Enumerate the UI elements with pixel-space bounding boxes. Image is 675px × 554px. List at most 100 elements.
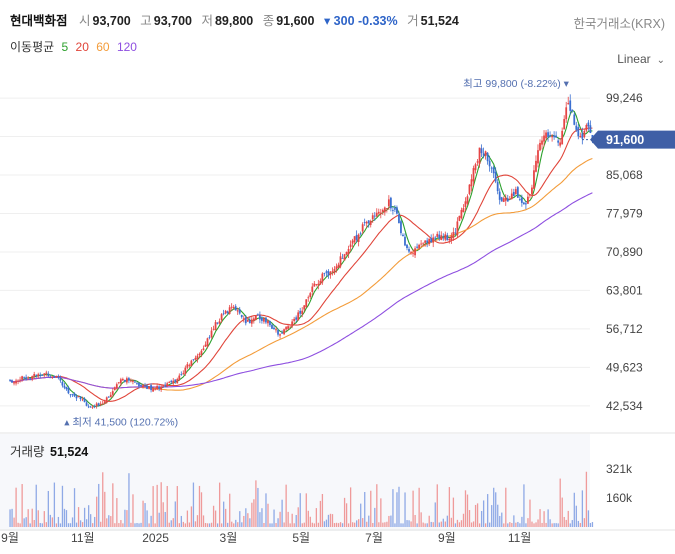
x-tick-label: 2025: [142, 531, 169, 545]
candle: [158, 386, 161, 389]
volume-bar: [90, 514, 92, 527]
volume-bar: [271, 523, 273, 527]
volume-bar: [549, 519, 551, 527]
volume-bar: [259, 512, 261, 527]
candle: [488, 160, 491, 167]
volume-bar: [509, 522, 511, 527]
volume-bar: [305, 493, 307, 527]
volume-bar: [83, 507, 86, 527]
candle: [214, 322, 217, 331]
candle: [81, 399, 84, 401]
ma-legend-item[interactable]: 20: [75, 40, 89, 54]
candle: [516, 187, 519, 198]
volume-bar: [587, 510, 590, 527]
volume-bar: [174, 501, 176, 527]
low-value: 89,800: [214, 14, 254, 28]
volume-bar: [98, 483, 100, 527]
volume-bar: [188, 522, 191, 527]
volume-bar: [478, 523, 481, 527]
volume-bar: [172, 518, 174, 527]
candle: [289, 326, 292, 328]
volume-panel-title: 거래량 51,524: [10, 441, 88, 460]
volume-bar: [71, 517, 74, 527]
candle: [341, 258, 344, 259]
volume-bar: [523, 484, 525, 527]
volume-bar: [575, 505, 577, 527]
volume-bar: [440, 521, 442, 527]
volume-bar: [327, 514, 330, 527]
candle: [216, 322, 219, 324]
volume-bar: [110, 516, 112, 527]
volume-bar: [402, 523, 404, 527]
candle: [391, 210, 394, 211]
ma-legend-item[interactable]: 120: [116, 40, 137, 54]
volume-bar: [487, 494, 489, 527]
volume-bar: [233, 523, 235, 527]
candle: [53, 375, 56, 378]
candle: [406, 244, 408, 248]
volume-bar: [239, 511, 241, 527]
candle: [77, 395, 80, 398]
volume-bar: [571, 520, 573, 527]
volume-bar: [432, 522, 434, 527]
current-price-label: 91,600: [606, 133, 644, 147]
volume-tick-label: 321k: [606, 462, 633, 476]
candle: [510, 193, 513, 200]
x-tick-label: 9월: [1, 531, 19, 545]
volume-bar: [366, 521, 368, 527]
volume-bar: [200, 492, 203, 527]
volume-bar: [92, 523, 94, 527]
ma-legend-item[interactable]: 60: [96, 40, 110, 54]
volume-bar: [55, 523, 58, 527]
candle: [484, 151, 487, 156]
volume-bar: [237, 522, 239, 527]
candle: [478, 147, 481, 164]
candle: [230, 306, 233, 308]
volume-bar: [126, 510, 128, 527]
candle: [498, 191, 501, 200]
candle: [436, 233, 439, 237]
candle: [539, 142, 541, 151]
candle: [545, 132, 547, 139]
volume-bar: [480, 510, 483, 527]
candle: [142, 385, 144, 388]
candle: [440, 235, 443, 240]
volume-bar: [335, 522, 338, 527]
candle: [295, 317, 298, 320]
scale-selector[interactable]: Linear ⌄: [617, 52, 665, 66]
candle: [51, 376, 54, 378]
volume-bar: [343, 497, 346, 527]
candle: [261, 317, 263, 321]
volume-bar: [17, 522, 19, 527]
candle: [224, 310, 227, 314]
volume-bar: [122, 523, 124, 527]
max-price-annotation: 최고 99,800 (-8.22%) ▾: [463, 78, 569, 90]
volume-bar: [96, 496, 98, 527]
volume-panel-label: 거래량: [10, 445, 45, 459]
volume-bar: [517, 521, 519, 527]
candle: [119, 379, 122, 384]
volume-bar: [535, 522, 537, 527]
candle: [188, 365, 191, 367]
candle: [61, 381, 64, 386]
candle: [555, 135, 558, 138]
volume-bar: [214, 510, 217, 527]
y-tick-label: 70,890: [606, 245, 643, 259]
ma-legend-item[interactable]: 5: [61, 40, 69, 54]
candle: [154, 389, 156, 391]
volume-bar: [164, 512, 166, 527]
volume-bar: [553, 523, 555, 527]
candle: [123, 379, 126, 382]
volume-bar: [533, 523, 535, 527]
candle: [178, 375, 181, 380]
candle: [543, 135, 545, 142]
candle: [65, 386, 68, 390]
volume-bar: [493, 487, 495, 527]
candle: [184, 367, 187, 374]
candle: [448, 238, 451, 241]
candle: [283, 329, 285, 335]
candle: [37, 374, 40, 377]
volume-bar: [194, 521, 197, 527]
exchange-label: 한국거래소(KRX): [573, 17, 665, 31]
